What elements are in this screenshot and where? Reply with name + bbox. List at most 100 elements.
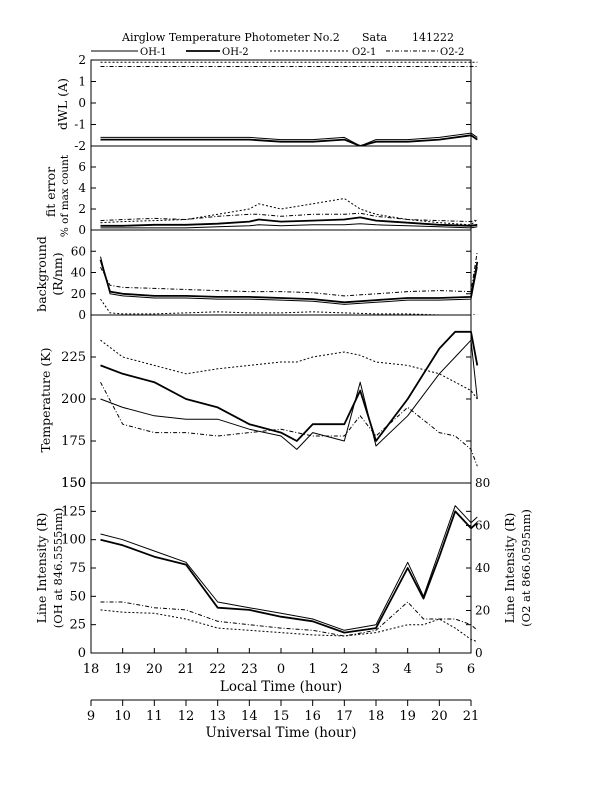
- series-line-dwl-oh2: [100, 134, 478, 146]
- background-ylabel: background: [34, 236, 49, 312]
- series-line-temperature-o21: [100, 339, 478, 400]
- ytick-label: 50: [69, 589, 86, 604]
- ut-tick-label: 13: [209, 709, 226, 724]
- panel-frame-intensity: [90, 482, 472, 654]
- series-line-fiterror-oh2: [100, 216, 478, 227]
- panel-intensity: 0 25 50 75 100 125 150 0 20 40 60 80: [61, 476, 490, 661]
- lt-tick-label: 23: [241, 662, 258, 677]
- ytick-label: 175: [61, 434, 86, 449]
- panel-frame-temperature: [90, 314, 472, 484]
- ut-tick-label: 17: [336, 709, 353, 724]
- ytick-label: 75: [69, 561, 86, 576]
- ytick-label: 20: [71, 287, 86, 301]
- series-line-background-oh2: [99, 259, 479, 304]
- ut-tick-label: 16: [304, 709, 321, 724]
- legend-label-o21: O2-1: [352, 47, 376, 58]
- ytick-right-label: 20: [475, 604, 490, 618]
- series-line-temperature-o22: [100, 381, 478, 467]
- legend-label-o22: O2-2: [440, 47, 464, 58]
- ytick-label: -1: [74, 118, 86, 132]
- panel-frame-dwl: [90, 59, 472, 147]
- ut-tick-label: 10: [114, 709, 131, 724]
- lt-tick-label: 5: [435, 662, 443, 677]
- lt-tick-label: 0: [277, 662, 285, 677]
- lt-tick-label: 21: [178, 662, 195, 677]
- ytick-label: -2: [74, 139, 86, 153]
- series-line-background-oh1: [100, 256, 478, 305]
- ytick-right-label: 40: [475, 561, 490, 575]
- lt-tick-label: 4: [404, 662, 412, 677]
- ytick-label: 2: [78, 202, 86, 216]
- figure-title: Airglow Temperature Photometer No.2: [121, 31, 340, 44]
- ytick-label: 200: [61, 392, 86, 407]
- panel-frame-fiterror: [90, 145, 472, 231]
- ytick-label: 6: [78, 160, 86, 174]
- intensity-ylabel-right: Line Intensity (R): [502, 513, 517, 624]
- background-ylabel2: (R/nm): [50, 252, 65, 295]
- ytick-label: 4: [78, 181, 86, 195]
- legend: OH-1 OH-2 O2-1 O2-2: [91, 47, 464, 58]
- ytick-label: 40: [71, 266, 86, 280]
- ut-tick-label: 12: [178, 709, 195, 724]
- date-label: 141222: [412, 31, 454, 44]
- ytick-label: 0: [78, 96, 86, 110]
- legend-label-oh2: OH-2: [222, 47, 249, 58]
- ut-tick-label: 20: [431, 709, 448, 724]
- lt-tick-label: 2: [340, 662, 348, 677]
- ytick-right-label: 0: [475, 646, 483, 660]
- series-line-fiterror-oh1: [100, 223, 478, 229]
- ut-tick-label: 9: [87, 709, 95, 724]
- lt-tick-label: 1: [309, 662, 317, 677]
- panel-fiterror: 0 2 4 6: [78, 145, 478, 237]
- ytick-label: 0: [78, 646, 86, 661]
- series-line-fiterror-o21: [100, 198, 478, 226]
- fiterror-ylabel2: % of max count: [59, 154, 71, 237]
- ytick-label: 0: [78, 223, 86, 237]
- ytick-right-label: 80: [475, 476, 490, 490]
- ytick-label: 100: [61, 533, 86, 548]
- local-time-label: Local Time (hour): [220, 679, 342, 695]
- universal-time-label: Universal Time (hour): [206, 725, 357, 741]
- ytick-label: 0: [78, 308, 86, 322]
- intensity-ylabel2: (OH at 846.5555nm): [51, 508, 65, 628]
- ut-tick-label: 11: [146, 709, 163, 724]
- ut-tick-label: 19: [399, 709, 416, 724]
- fiterror-ylabel: fit error: [43, 167, 58, 217]
- lt-tick-label: 22: [209, 662, 226, 677]
- ut-tick-label: 21: [463, 709, 480, 724]
- ytick-label: 225: [61, 350, 86, 365]
- series-line-intensity-oh1: [100, 505, 478, 631]
- series-line-background-o21: [100, 298, 478, 315]
- lt-tick-label: 3: [372, 662, 380, 677]
- ytick-label: 60: [71, 244, 86, 258]
- series-line-background-o22: [100, 251, 478, 297]
- panel-background: 0 20 40 60: [71, 229, 479, 322]
- legend-label-oh1: OH-1: [140, 47, 167, 58]
- lt-tick-label: 20: [146, 662, 163, 677]
- panel-frame-background: [90, 229, 472, 316]
- lt-tick-label: 18: [83, 662, 100, 677]
- ut-tick-label: 14: [241, 709, 258, 724]
- lt-tick-label: 19: [114, 662, 131, 677]
- ytick-label: 1: [78, 75, 86, 89]
- ytick-label: 25: [69, 618, 86, 633]
- site-label: Sata: [362, 31, 388, 44]
- ytick-right-label: 60: [475, 519, 490, 533]
- ytick-label: 150: [61, 476, 86, 491]
- intensity-ylabel-right2: (O2 at 866.0595nm): [519, 509, 533, 627]
- lt-tick-label: 6: [467, 662, 475, 677]
- panel-dwl: -2 -1 0 1 2: [74, 53, 478, 153]
- ut-tick-label: 18: [368, 709, 385, 724]
- ut-tick-label: 15: [273, 709, 290, 724]
- series-line-fiterror-o22: [100, 212, 478, 223]
- ytick-label: 2: [78, 53, 86, 67]
- series-line-intensity-o21: [100, 609, 478, 643]
- series-line-dwl-oh1: [100, 132, 478, 146]
- series-line-temperature-oh2: [100, 330, 479, 442]
- series-line-intensity-o22: [100, 601, 478, 637]
- series-line-intensity-oh2: [100, 510, 478, 634]
- dwl-ylabel: dWL (A): [55, 78, 70, 130]
- ytick-label: 125: [61, 504, 86, 519]
- panel-temperature: 150 175 200 225: [61, 314, 479, 491]
- series-line-temperature-oh1: [100, 339, 478, 450]
